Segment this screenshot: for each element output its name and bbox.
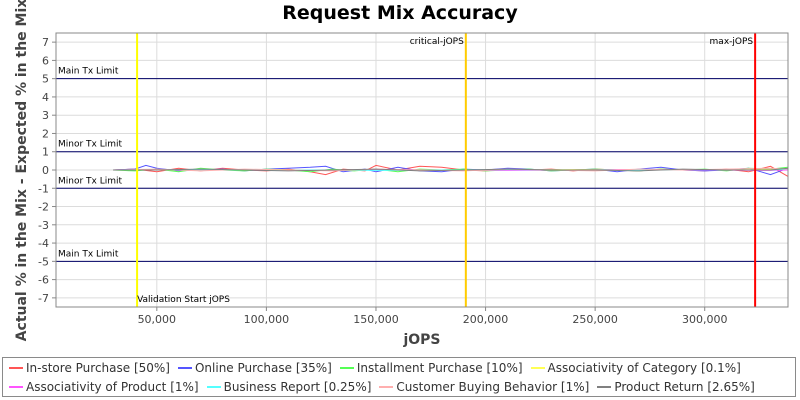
legend-item: Associativity of Product [1%] (9, 380, 199, 394)
legend-item: Installment Purchase [10%] (339, 361, 523, 375)
legend: In-store Purchase [50%] Online Purchase [… (2, 357, 796, 397)
marker-label: Validation Start jOPS (137, 295, 230, 305)
legend-item: In-store Purchase [50%] (9, 361, 170, 375)
legend-label: Associativity of Category [0.1%] (547, 361, 741, 375)
legend-row: In-store Purchase [50%] Online Purchase [… (9, 359, 749, 377)
legend-swatch (177, 367, 192, 369)
x-axis-label: jOPS (402, 332, 440, 348)
legend-label: Business Report [0.25%] (223, 380, 372, 394)
x-tick-label: 150,000 (353, 313, 399, 326)
y-tick-label: 6 (42, 54, 49, 67)
legend-label: In-store Purchase [50%] (26, 361, 170, 375)
legend-swatch (9, 367, 23, 369)
y-tick-label: 3 (42, 109, 49, 122)
legend-swatch (9, 386, 23, 388)
chart-plot: 7 6 5 4 3 2 1 0 -1 -2 -3 -4 -5 -6 -7 50,000 100,000 150,0… (14, 0, 789, 348)
y-tick-label: -6 (38, 274, 49, 287)
x-tick-label: 200,000 (463, 313, 509, 326)
y-tick-label: 5 (42, 73, 49, 86)
legend-label: Associativity of Product [1%] (26, 380, 199, 394)
y-tick-label: 1 (42, 146, 49, 159)
legend-row: Associativity of Product [1%] Business Re… (9, 378, 763, 396)
chart-title: Request Mix Accuracy (282, 2, 518, 24)
y-tick-label: -2 (38, 201, 49, 214)
x-tick-label: 250,000 (572, 313, 618, 326)
legend-item: Product Return [2.65%] (597, 380, 755, 394)
legend-label: Product Return [2.65%] (614, 380, 755, 394)
y-tick-label: -1 (38, 182, 49, 195)
y-tick-label: -5 (38, 255, 49, 268)
y-axis-label: Actual % in the Mix - Expected % in the … (14, 0, 30, 341)
legend-label: Online Purchase [35%] (194, 361, 332, 375)
y-tick-label: 0 (42, 164, 49, 177)
series-line (113, 167, 789, 172)
limit-label: Main Tx Limit (58, 249, 119, 259)
y-tick-label: -7 (38, 292, 49, 305)
legend-swatch (339, 367, 354, 369)
legend-swatch (530, 367, 545, 369)
legend-item: Customer Buying Behavior [1%] (379, 380, 589, 394)
x-tick-label: 300,000 (682, 313, 728, 326)
plot-area (55, 32, 789, 308)
limit-label: Minor Tx Limit (58, 140, 123, 150)
legend-item: Online Purchase [35%] (177, 361, 332, 375)
legend-swatch (597, 386, 612, 388)
y-tick-label: -3 (38, 219, 49, 232)
limit-label: Main Tx Limit (58, 67, 119, 77)
y-tick-label: 4 (42, 91, 49, 104)
y-tick-label: 2 (42, 127, 49, 140)
marker-label: max-jOPS (710, 37, 754, 47)
legend-swatch (379, 386, 394, 388)
legend-swatch (206, 386, 221, 388)
y-tick-label: 7 (42, 36, 49, 49)
legend-label: Customer Buying Behavior [1%] (396, 380, 590, 394)
limit-label: Minor Tx Limit (58, 176, 123, 186)
x-tick-label: 50,000 (138, 313, 177, 326)
marker-label: critical-jOPS (410, 37, 464, 47)
x-tick-label: 100,000 (244, 313, 290, 326)
legend-item: Business Report [0.25%] (206, 380, 372, 394)
legend-label: Installment Purchase [10%] (356, 361, 523, 375)
y-tick-label: -4 (38, 237, 49, 250)
legend-item: Associativity of Category [0.1%] (530, 361, 741, 375)
